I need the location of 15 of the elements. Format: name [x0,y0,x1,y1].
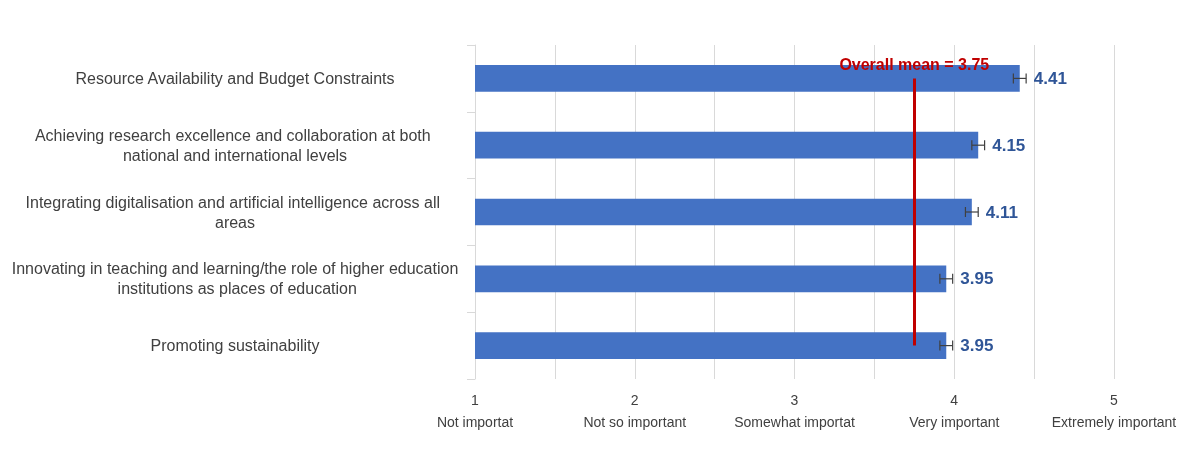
x-tick-label: 2 Not so important [583,392,687,430]
data-label: 4.11 [985,202,1018,222]
x-tick-label: 1 Not importat [436,392,514,430]
y-tick-label: Integrating digitalisation and artificial intelligence across all areas [25,193,445,231]
data-label: 3.95 [960,269,994,289]
y-tick-label: Innovating in teaching and learning/the role of higher education institutions as places of education [11,260,459,298]
y-tick-label: Achieving research excellence and collaboration at both national and international levels [34,126,436,164]
x-tick-label: 5 Extremely important [1051,392,1177,430]
x-tick-label: 4 Very important [909,392,1000,430]
data-label: 4.41 [1033,68,1067,88]
data-label: 3.95 [960,336,994,356]
x-tick-label: 3 Somewhat importat [734,392,855,430]
y-tick-label: Promoting sustainability [150,337,320,355]
y-tick-label: Resource Availability and Budget Constraints [75,69,395,87]
data-label: 4.15 [992,135,1026,155]
